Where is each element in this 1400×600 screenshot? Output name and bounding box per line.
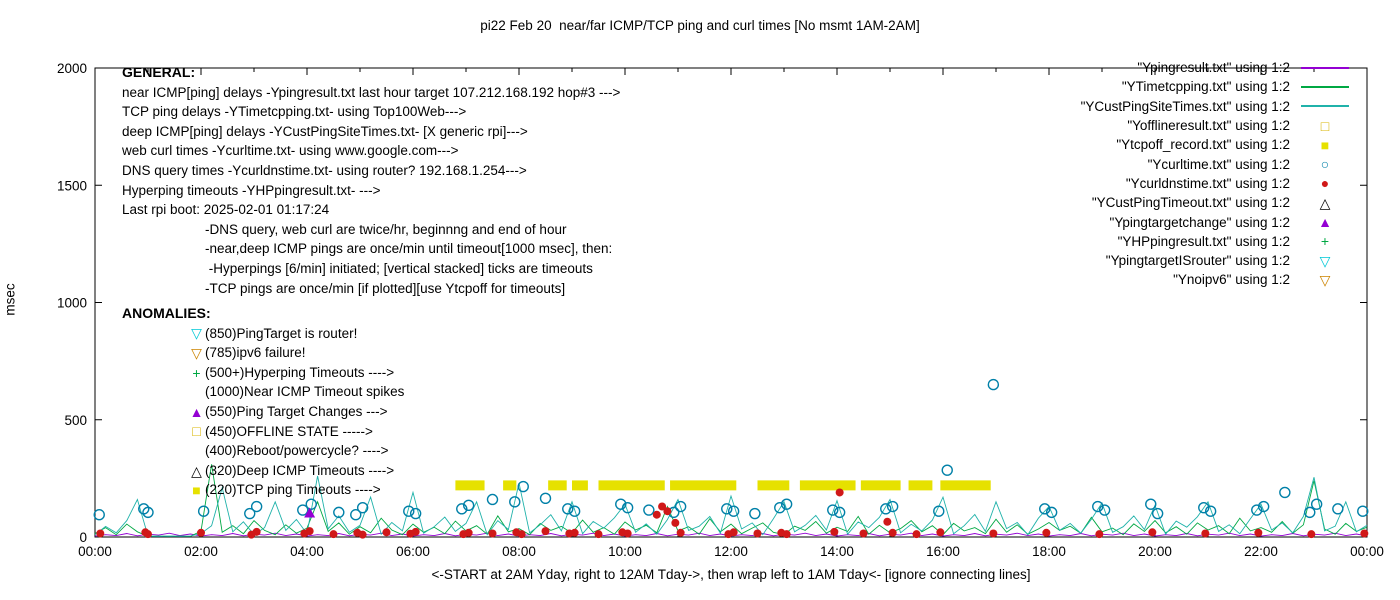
legend-label: "YpingtargetISrouter" using 1:2 (1105, 253, 1290, 269)
y-tick-label: 500 (64, 413, 87, 428)
chart-title: pi22 Feb 20 near/far ICMP/TCP ping and c… (480, 18, 920, 33)
legend-marker-point-icon: + (1320, 233, 1330, 250)
x-tick-label: 20:00 (1138, 544, 1172, 559)
legend-label: "YTimetcpping.txt" using 1:2 (1121, 79, 1290, 95)
legend-row: "Yofflineresult.txt" using 1:2 □ (1081, 116, 1354, 135)
legend-row: "Ytcpoff_record.txt" using 1:2 ■ (1081, 135, 1354, 154)
series-YTimetcpping.txt (94, 464, 1368, 537)
legend-marker-point-icon: △ (1319, 194, 1331, 211)
x-tick-label: 14:00 (820, 544, 854, 559)
legend-row: "Ycurltime.txt" using 1:2 ○ (1081, 154, 1354, 173)
legend-marker-point-icon: ■ (1320, 136, 1330, 153)
series-Ypingtargetchange (304, 507, 316, 518)
legend-marker-line-icon (1296, 85, 1354, 88)
legend-marker-point-icon: □ (1320, 117, 1330, 134)
series-Ycurltime.txt (93, 378, 1369, 521)
legend-label: "Ycurldnstime.txt" using 1:2 (1125, 175, 1290, 191)
x-tick-label: 00:00 (1350, 544, 1384, 559)
y-tick-label: 2000 (57, 61, 87, 76)
legend-label: "Ynoipv6" using 1:2 (1173, 272, 1290, 288)
x-tick-label: 12:00 (714, 544, 748, 559)
legend-label: "Ytcpoff_record.txt" using 1:2 (1116, 137, 1290, 153)
x-tick-label: 00:00 (78, 544, 112, 559)
legend-row: "YHPpingresult.txt" using 1:2 + (1081, 232, 1354, 251)
legend-row: "YpingtargetISrouter" using 1:2 ▽ (1081, 251, 1354, 270)
x-tick-label: 02:00 (184, 544, 218, 559)
x-tick-label: 08:00 (502, 544, 536, 559)
legend-row: "Ynoipv6" using 1:2 ▽ (1081, 270, 1354, 289)
series-Ycurldnstime.txt (96, 488, 1369, 539)
legend-row: "Ycurldnstime.txt" using 1:2 ● (1081, 174, 1354, 193)
x-tick-label: 10:00 (608, 544, 642, 559)
legend-label: "Ycurltime.txt" using 1:2 (1147, 156, 1290, 172)
legend-label: "YHPpingresult.txt" using 1:2 (1117, 233, 1290, 249)
y-tick-label: 1500 (57, 178, 87, 193)
x-tick-label: 22:00 (1244, 544, 1278, 559)
x-tick-label: 06:00 (396, 544, 430, 559)
legend-row: "Ypingresult.txt" using 1:2 (1081, 58, 1354, 77)
legend-row: "YCustPingSiteTimes.txt" using 1:2 (1081, 97, 1354, 116)
legend-marker-point-icon: ▽ (1319, 252, 1331, 269)
legend-marker-line-icon (1296, 105, 1354, 108)
legend-marker-line-icon (1296, 66, 1354, 69)
legend-label: "YCustPingTimeout.txt" using 1:2 (1091, 195, 1290, 211)
legend-label: "YCustPingSiteTimes.txt" using 1:2 (1080, 98, 1290, 114)
y-tick-label: 0 (79, 530, 87, 545)
legend-marker-point-icon: ● (1320, 175, 1330, 192)
legend-marker-point-icon: ▽ (1319, 271, 1331, 288)
x-tick-label: 18:00 (1032, 544, 1066, 559)
legend-row: "YCustPingTimeout.txt" using 1:2 △ (1081, 193, 1354, 212)
legend: "Ypingresult.txt" using 1:2 "YTimetcpping… (1081, 58, 1354, 290)
x-tick-label: 16:00 (926, 544, 960, 559)
legend-label: "Ypingtargetchange" using 1:2 (1109, 214, 1290, 230)
legend-marker-point-icon: ○ (1320, 156, 1330, 173)
legend-label: "Yofflineresult.txt" using 1:2 (1127, 118, 1290, 134)
legend-row: "Ypingtargetchange" using 1:2 ▲ (1081, 212, 1354, 231)
legend-row: "YTimetcpping.txt" using 1:2 (1081, 77, 1354, 96)
legend-label: "Ypingresult.txt" using 1:2 (1137, 60, 1290, 76)
y-tick-label: 1000 (57, 296, 87, 311)
x-tick-label: 04:00 (290, 544, 324, 559)
legend-marker-point-icon: ▲ (1318, 214, 1332, 231)
x-axis-label: <-START at 2AM Yday, right to 12AM Tday-… (431, 567, 1031, 582)
